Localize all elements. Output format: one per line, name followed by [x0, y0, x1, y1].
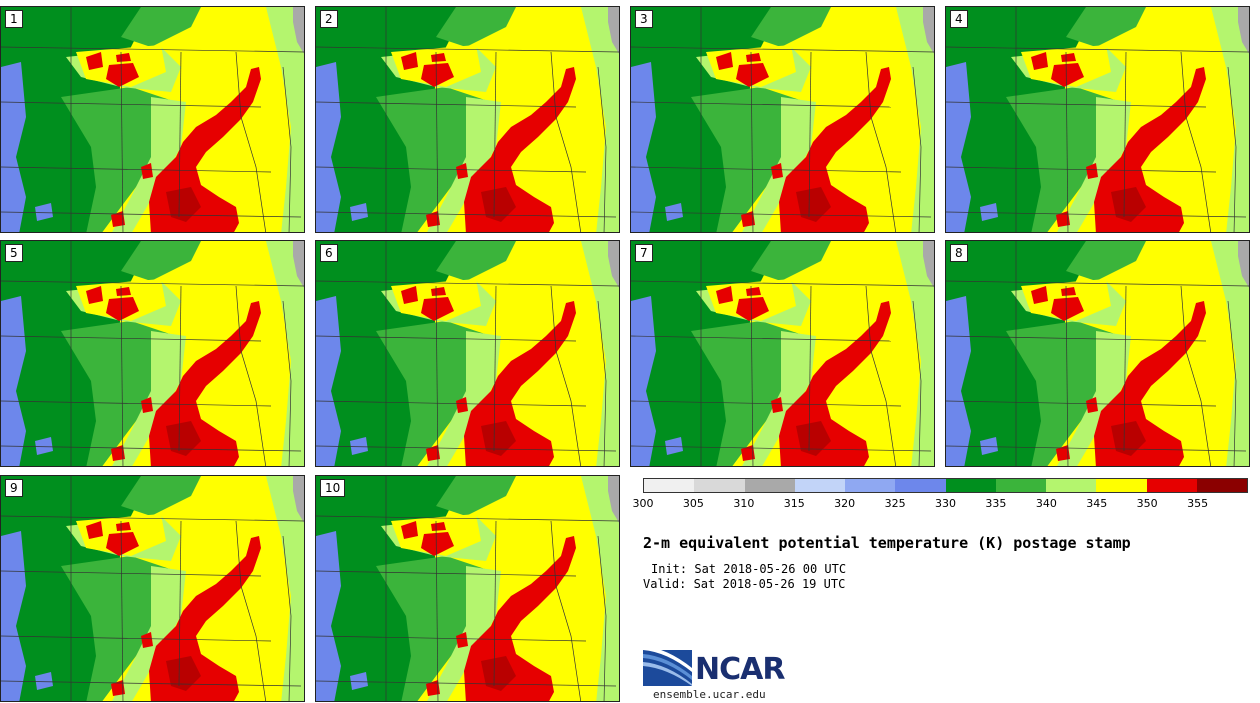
- colorbar-swatch: [995, 479, 1046, 492]
- colorbar-tick-label: 320: [834, 497, 856, 510]
- colorbar-tick-label: 330: [935, 497, 956, 510]
- panel-number: 7: [635, 244, 653, 262]
- map-image: [1, 476, 305, 702]
- map-panel-1: 1: [0, 6, 305, 233]
- map-image: [631, 241, 935, 467]
- colorbar-swatch: [694, 479, 745, 492]
- panel-number: 1: [5, 10, 23, 28]
- colorbar-tick-label: 310: [733, 497, 755, 510]
- plot-title: 2-m equivalent potential temperature (K)…: [643, 534, 1131, 552]
- colorbar-tick-label: 335: [985, 497, 1007, 510]
- colorbar-tick-label: 325: [884, 497, 906, 510]
- panel-number: 4: [950, 10, 968, 28]
- map-panel-4: 4: [945, 6, 1250, 233]
- map-panel-10: 10: [315, 475, 620, 702]
- map-panel-6: 6: [315, 240, 620, 467]
- colorbar-swatch: [1046, 479, 1097, 492]
- colorbar-tick-label: 355: [1187, 497, 1209, 510]
- map-image: [946, 7, 1250, 233]
- valid-time: Valid: Sat 2018-05-26 19 UTC: [643, 577, 846, 591]
- panel-number: 3: [635, 10, 653, 28]
- colorbar-tick-label: 300: [632, 497, 654, 510]
- map-image: [946, 241, 1250, 467]
- colorbar-tick-label: 305: [682, 497, 704, 510]
- colorbar: [643, 478, 1248, 493]
- panel-number: 6: [320, 244, 338, 262]
- colorbar-swatch: [644, 479, 695, 492]
- colorbar-tick-label: 350: [1136, 497, 1158, 510]
- map-image: [316, 476, 620, 702]
- colorbar-tick-label: 345: [1086, 497, 1108, 510]
- colorbar-swatch: [895, 479, 946, 492]
- map-panel-7: 7: [630, 240, 935, 467]
- map-panel-2: 2: [315, 6, 620, 233]
- ncar-url: ensemble.ucar.edu: [653, 688, 766, 701]
- colorbar-swatch: [845, 479, 896, 492]
- init-time: Init: Sat 2018-05-26 00 UTC: [651, 562, 847, 576]
- map-image: [316, 7, 620, 233]
- colorbar-tick-label: 340: [1035, 497, 1057, 510]
- map-image: [1, 7, 305, 233]
- colorbar-swatch: [945, 479, 996, 492]
- colorbar-swatch: [1146, 479, 1197, 492]
- colorbar-ticks: 300 305 310 315 320 325 330 335 340 345 350 355: [633, 497, 1248, 513]
- panel-number: 9: [5, 479, 23, 497]
- colorbar-swatch: [1096, 479, 1147, 492]
- ncar-logo-icon: [643, 646, 692, 686]
- map-image: [1, 241, 305, 467]
- panel-number: 5: [5, 244, 23, 262]
- colorbar-swatch: [794, 479, 845, 492]
- panel-number: 2: [320, 10, 338, 28]
- colorbar-swatch: [744, 479, 795, 492]
- map-panel-8: 8: [945, 240, 1250, 467]
- map-panel-3: 3: [630, 6, 935, 233]
- colorbar-swatch: [1196, 479, 1247, 492]
- ncar-logo-text: NCAR: [695, 652, 785, 687]
- map-panel-5: 5: [0, 240, 305, 467]
- colorbar-tick-label: 315: [783, 497, 805, 510]
- panel-number: 8: [950, 244, 968, 262]
- map-image: [316, 241, 620, 467]
- panel-number: 10: [320, 479, 346, 497]
- map-panel-9: 9: [0, 475, 305, 702]
- map-image: [631, 7, 935, 233]
